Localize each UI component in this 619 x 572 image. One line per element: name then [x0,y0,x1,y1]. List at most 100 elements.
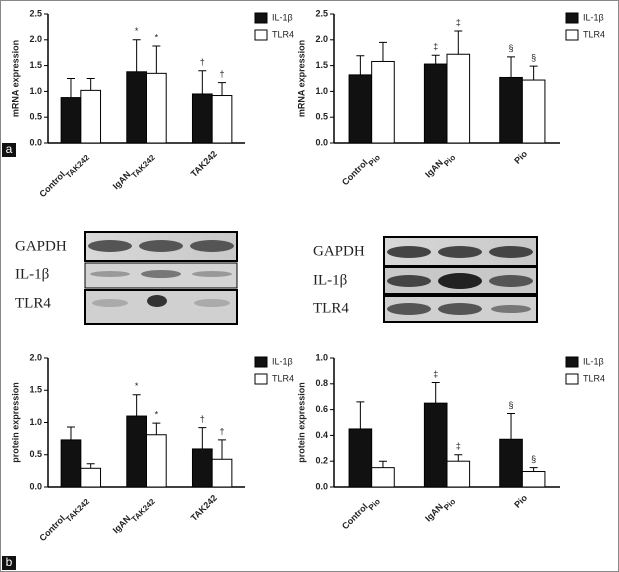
y-tick-label: 0.5 [29,112,42,122]
significance-mark: * [155,32,159,42]
band [88,240,132,252]
error-bar [507,412,516,440]
band [438,246,482,258]
y-axis-label: protein expression [296,382,306,463]
bar [521,471,546,488]
blot-label: IL-1β [313,272,347,288]
blot-left: GAPDH IL-1β TLR4 [15,231,238,325]
legend-label: IL-1β [272,356,293,366]
legend-label: IL-1β [272,12,293,22]
y-tick-label: 1.5 [29,385,42,395]
significance-mark: † [200,57,205,67]
bar [146,72,167,144]
bar [80,89,102,144]
blot-label: GAPDH [313,243,365,259]
significance-mark: § [531,454,536,464]
bar [211,95,233,144]
band [92,299,128,307]
y-tick-label: 2.0 [29,34,42,44]
legend-swatch [565,373,579,385]
bar [371,467,395,488]
error-bar [356,55,365,75]
significance-mark: ‡ [456,17,461,27]
band [190,240,234,252]
error-bar [198,70,207,94]
bar [80,467,102,488]
bar [499,438,523,488]
legend-label: TLR4 [272,29,294,39]
y-tick-label: 0.0 [29,137,42,147]
significance-mark: § [531,52,536,62]
bar [348,74,373,144]
legend-label: TLR4 [272,373,294,383]
legend-swatch [254,373,268,385]
error-bar [529,65,538,81]
bar [211,458,233,488]
band [491,305,531,313]
blot-label: GAPDH [15,238,67,254]
error-bar [66,78,75,98]
significance-mark: § [509,43,514,53]
y-tick-label: 1.0 [315,352,328,362]
blot-label: TLR4 [313,300,349,316]
bar [423,402,448,488]
band [387,275,431,287]
legend-swatch [254,12,268,24]
y-tick-label: 2.5 [315,8,328,18]
significance-mark: * [135,381,139,391]
band [139,240,183,252]
panel-label-box [2,143,16,157]
legend-swatch [565,12,579,24]
y-tick-label: 1.0 [29,86,42,96]
panel-label: a [6,142,13,156]
y-axis-label: mRNA expression [10,40,20,117]
significance-mark: § [509,400,514,410]
error-bar [454,454,463,462]
error-bar [431,54,440,65]
error-bar [152,422,161,435]
bar [126,415,148,488]
legend-label: TLR4 [583,29,605,39]
error-bar [218,82,227,96]
panel-label: b [6,555,13,569]
y-tick-label: 2.0 [315,34,328,44]
significance-mark: ‡ [433,42,438,52]
error-bar [218,439,227,460]
error-bar [454,30,463,55]
band [387,303,431,315]
legend-label: TLR4 [583,373,605,383]
significance-mark: * [155,410,159,420]
blot-right: GAPDH IL-1β TLR4 [313,236,538,323]
y-tick-label: 0.4 [315,430,328,440]
band [147,295,167,307]
significance-mark: † [200,414,205,424]
legend-swatch [565,356,579,368]
blot-label: TLR4 [15,295,51,311]
band [194,299,230,307]
blot-strip [84,289,238,325]
bar [423,63,448,144]
panel-label-box [2,556,16,570]
y-tick-label: 2.5 [29,8,42,18]
y-axis-label: mRNA expression [296,40,306,117]
bar [126,71,148,144]
y-axis-label: protein expression [10,382,20,463]
y-tick-label: 0.0 [29,481,42,491]
y-tick-label: 0.8 [315,378,328,388]
significance-mark: ‡ [456,441,461,451]
y-tick-label: 1.5 [315,60,328,70]
error-bar [378,460,387,468]
error-bar [378,41,387,62]
y-tick-label: 0.0 [315,137,328,147]
bar [348,428,373,488]
bar [446,460,471,488]
legend-label: IL-1β [583,12,604,22]
significance-mark: † [220,69,225,79]
band [489,275,533,287]
bar [191,93,213,144]
legend-label: IL-1β [583,356,604,366]
bar [191,448,213,488]
y-tick-label: 0.5 [29,449,42,459]
bar [446,53,471,144]
error-bar [507,56,516,78]
